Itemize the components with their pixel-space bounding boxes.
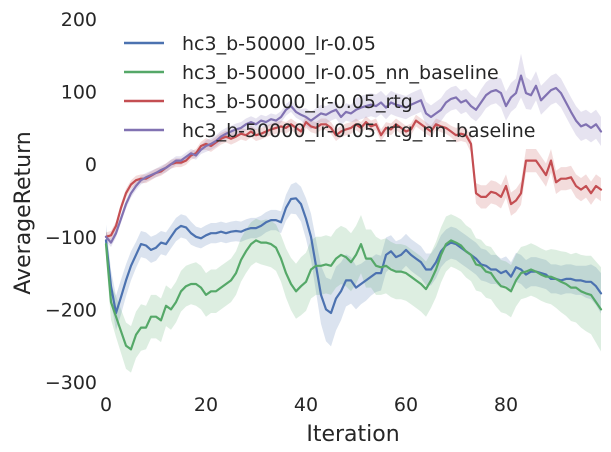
legend-label-1: hc3_b-50000_lr-0.05 xyxy=(182,33,376,55)
x-tick-label: 80 xyxy=(494,394,518,416)
y-tick-label: 100 xyxy=(61,82,97,104)
series-line-2 xyxy=(104,239,603,351)
series-lines xyxy=(104,74,603,351)
x-tick-label: 40 xyxy=(294,394,318,416)
y-tick-labels: −300 −200 −100 0 100 200 xyxy=(45,9,97,394)
y-tick-label: −100 xyxy=(45,227,97,249)
y-tick-label: −200 xyxy=(45,299,97,321)
y-tick-label: 200 xyxy=(61,9,97,31)
legend-label-3: hc3_b-50000_lr-0.05_rtg xyxy=(182,91,413,113)
y-tick-label: 0 xyxy=(85,154,97,176)
series-line-4 xyxy=(104,74,603,244)
x-tick-label: 0 xyxy=(100,394,112,416)
series-band-2 xyxy=(106,214,601,373)
series-line-1 xyxy=(104,197,603,315)
series-band-4 xyxy=(106,53,601,247)
y-axis-title: AverageReturn xyxy=(11,131,36,294)
x-tick-label: 60 xyxy=(394,394,418,416)
confidence-bands xyxy=(106,53,601,373)
y-tick-label: −300 xyxy=(45,372,97,394)
x-axis-title: Iteration xyxy=(306,422,399,447)
series-line-3 xyxy=(104,119,603,238)
series-band-1 xyxy=(106,182,601,347)
x-tick-labels: 0 20 40 60 80 xyxy=(100,394,518,416)
x-tick-label: 20 xyxy=(194,394,218,416)
legend: hc3_b-50000_lr-0.05 hc3_b-50000_lr-0.05_n… xyxy=(124,33,535,142)
legend-label-2: hc3_b-50000_lr-0.05_nn_baseline xyxy=(182,62,499,84)
legend-label-4: hc3_b-50000_lr-0.05_rtg_nn_baseline xyxy=(182,120,535,142)
